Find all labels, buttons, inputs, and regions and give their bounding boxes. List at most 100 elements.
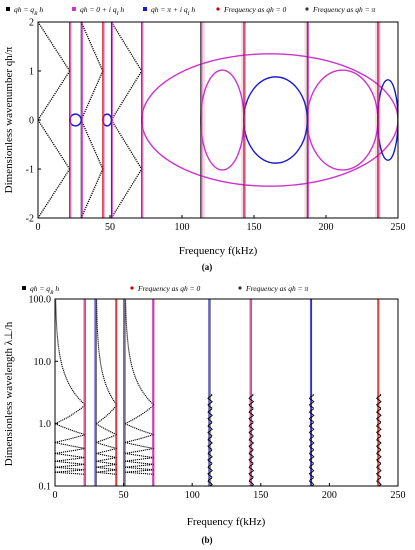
wavelength-branch: [55, 447, 86, 454]
y-tick-label: 100.0: [29, 295, 52, 306]
wavelength-branch: [124, 423, 154, 436]
x-tick-label: 250: [391, 222, 406, 233]
x-tick-label: 0: [53, 490, 58, 501]
x-tick-label: 150: [253, 490, 268, 501]
imag-loop-zero: [141, 53, 398, 187]
imag-loop-pi: [377, 79, 398, 161]
wavelength-branch: [124, 404, 155, 425]
y-tick-label: 1.0: [39, 419, 52, 430]
wavelength-branch: [55, 441, 86, 450]
edge-oscillation: [308, 393, 315, 486]
imag-loop-pi: [68, 113, 82, 127]
wavelength-branch: [55, 471, 86, 475]
legend-marker: [130, 286, 134, 290]
legend-label: Frequency as qh = π: [245, 284, 309, 293]
x-axis-label-b: Frequency f(kHz): [187, 516, 266, 528]
shaded-region: [304, 22, 309, 218]
real-branch: [110, 168, 143, 218]
wavelength-branch: [55, 457, 86, 462]
panel-label-b: (b): [202, 535, 213, 545]
wavelength-branch: [55, 463, 86, 468]
legend-label: qh = π + i qI h: [151, 5, 195, 17]
y-tick-label: 0.1: [39, 482, 52, 493]
wavelength-branch: [96, 471, 117, 475]
imag-loop-zero: [200, 69, 245, 171]
real-branch: [111, 217, 113, 218]
wavelength-branch: [95, 441, 117, 450]
real-branch: [38, 119, 71, 170]
axes-frame-b: [54, 298, 399, 487]
legend-label: qh = qR h: [30, 284, 59, 296]
wavelength-branch: [124, 469, 154, 473]
shaded-regions-a: [200, 22, 381, 218]
shaded-region: [200, 22, 206, 218]
x-tick-label: 100: [175, 222, 190, 233]
legend-label: qh = qR h: [14, 5, 43, 17]
x-tick-label: 200: [322, 490, 337, 501]
legend-label: Frequency as qh = 0: [223, 5, 287, 14]
wavelength-branch: [55, 466, 86, 471]
wavelength-branch: [55, 460, 86, 465]
y-tick-label: 0: [29, 116, 34, 127]
wavelength-branch: [124, 299, 155, 406]
legend-marker: [216, 7, 220, 11]
y-tick-label: -1: [26, 165, 34, 176]
y-tick-label: 1: [29, 67, 34, 78]
wavelength-branch: [55, 299, 86, 406]
wavelength-branch: [124, 466, 154, 471]
shaded-region: [241, 22, 246, 218]
wavelength-branch: [55, 404, 86, 425]
legend-b: qh = qR h Frequency as qh = 0 Frequency as…: [22, 284, 309, 296]
y-tick-label: -2: [26, 214, 34, 225]
y-tick-label: 10.0: [34, 357, 52, 368]
legend-marker: [6, 7, 10, 11]
wavelength-branch: [124, 460, 154, 465]
legend-label: Frequency as qh = 0: [137, 284, 201, 293]
x-tick-label: 0: [36, 222, 41, 233]
wavelength-branch: [95, 423, 117, 436]
legend-marker: [305, 7, 309, 11]
real-branch: [110, 119, 143, 170]
wavelength-branch: [96, 299, 118, 406]
wavelength-branch: [124, 441, 154, 450]
panel-a: qh = qR h qh = 0 + i qI h qh = π + i qI h F…: [3, 5, 406, 316]
wavelength-branch: [96, 434, 117, 443]
real-branch: [81, 217, 82, 218]
wavelength-branch: [55, 434, 86, 443]
wavelength-branch: [96, 466, 117, 471]
legend-a: qh = qR h qh = 0 + i qI h qh = π + i qI h F…: [6, 5, 376, 17]
panel-label-a: (a): [202, 262, 213, 272]
series-group: [55, 299, 382, 486]
real-branch: [80, 168, 104, 218]
real-branch: [38, 168, 71, 218]
plot-area-a: [38, 22, 398, 316]
y-ticks-b: 100.0 10.0 1.0 0.1: [29, 295, 58, 493]
real-branch: [80, 119, 104, 170]
real-branch: [38, 22, 71, 72]
legend-marker: [238, 286, 242, 290]
axes-frame-a: [37, 21, 399, 219]
wavelength-branch: [95, 404, 118, 425]
legend-label: qh = 0 + i qI h: [80, 5, 124, 17]
wavelength-branch: [124, 447, 154, 454]
y-ticks-a: 2 1 0 -1 -2: [26, 18, 41, 225]
edge-oscillation: [375, 393, 382, 486]
real-branch: [110, 70, 143, 121]
legend-marker: [143, 7, 147, 11]
x-tick-label: 150: [247, 222, 262, 233]
legend-label: Frequency as qh = π: [312, 5, 376, 14]
wavelength-branch: [96, 447, 117, 454]
plot-area-b: [55, 299, 382, 486]
wavelength-branch: [96, 457, 117, 462]
legend-marker: [72, 7, 76, 11]
wavelength-branch: [124, 434, 154, 443]
real-branch: [80, 70, 104, 121]
wavelength-branch: [96, 469, 117, 473]
x-tick-label: 250: [391, 490, 406, 501]
real-branch: [80, 22, 104, 72]
real-branch: [81, 267, 103, 316]
wavelength-branch: [124, 452, 154, 459]
wavelength-branch: [125, 471, 154, 475]
x-tick-label: 50: [105, 222, 115, 233]
